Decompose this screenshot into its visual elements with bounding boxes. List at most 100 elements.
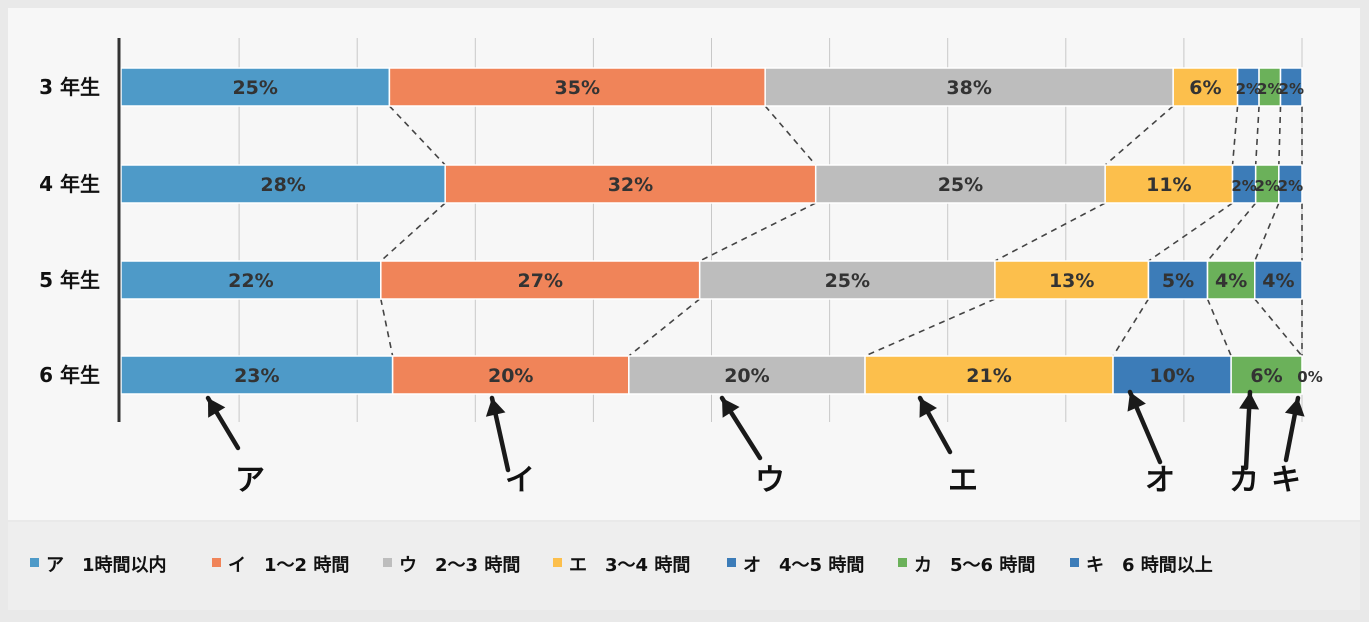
data-label: 2% [1278,177,1303,195]
category-labels: 3 年生 4 年生 5 年生 6 年生 [39,75,100,387]
data-label: 20% [488,365,533,387]
bar-segment [1206,260,1256,300]
data-label: 2% [1257,80,1282,98]
bar-segment [1254,260,1303,300]
legend-label: オ 4～5 時間 [743,555,864,576]
legend-label: エ 3～4 時間 [569,555,690,576]
data-label: 25% [232,77,277,99]
callout-arrow-head [1284,398,1305,417]
connector-line [994,202,1106,262]
bar-segment [764,67,1174,107]
data-label: 25% [825,270,870,292]
connector-line [1254,298,1303,357]
data-labels: 25% 35% 38% 6% 2%2%2%28% 32% 25% 11% 2%2%2%22% 27… [228,77,1323,387]
legend-swatch [727,558,736,567]
category-label: 6 年生 [39,363,100,387]
legend-swatch [1070,558,1079,567]
legend-background [8,522,1360,610]
connector-line [1112,298,1150,357]
connector-line [764,105,817,166]
callout-label: ア [235,463,265,498]
data-label: 4% [1262,270,1294,292]
connector-line [1104,105,1174,166]
data-label: 2% [1279,80,1304,98]
bar-segment [1278,164,1303,204]
bar-segment [388,67,766,107]
bar-segment [628,355,866,395]
data-label: 21% [966,365,1011,387]
data-label: 2% [1236,80,1261,98]
data-label: 0% [1297,368,1322,386]
callout-label: オ [1145,463,1175,498]
category-label: 4 年生 [39,172,100,196]
bar-segment [1230,355,1303,395]
callout-label: カ [1229,463,1259,498]
connector-line [380,202,446,262]
connector-line [380,298,394,357]
callout-arrow-head [208,398,226,418]
data-label: 13% [1049,270,1094,292]
callout-arrow-head [722,398,740,418]
legend-swatch [212,558,221,567]
connector-line [1254,105,1260,166]
connector-line [1278,105,1282,166]
bar-segment [864,355,1114,395]
legend-swatch [898,558,907,567]
bar-segment [698,260,996,300]
bar-segment [994,260,1150,300]
bar-segment [1104,164,1234,204]
legend-label: キ 6 時間以上 [1086,555,1213,576]
bar-segment [1172,67,1239,107]
bar-segment [1147,260,1209,300]
data-label: 25% [938,174,983,196]
callout-arrow-head [1127,392,1146,412]
legend-label: イ 1～2 時間 [228,555,349,576]
bar-segment [120,260,382,300]
bar-segment [380,260,701,300]
callout-label: キ [1271,463,1301,498]
bars [120,67,1303,395]
legend: ア 1時間以内 イ 1～2 時間 ウ 2～3 時間 エ 3～4 時間 オ 4～5 時間 カ… [30,554,1213,576]
data-label: 10% [1149,365,1194,387]
bar-segment [391,355,630,395]
callout-label: ウ [755,463,785,498]
connector-line [388,105,446,166]
bar-segment [814,164,1106,204]
connector-line [1206,202,1257,262]
callout-arrow-head [485,398,506,417]
callout-arrow-head [1239,392,1260,410]
data-label: 4% [1215,270,1247,292]
legend-label: カ 5～6 時間 [914,555,1035,576]
data-label: 32% [608,174,653,196]
callout-label: エ [948,463,978,498]
bar-segment [1279,67,1303,107]
data-label: 38% [946,77,991,99]
legend-swatch [553,558,562,567]
data-label: 2% [1231,177,1256,195]
legend-label: ウ 2～3 時間 [399,555,520,576]
legend-swatch [30,558,39,567]
callout-label: イ [505,463,535,498]
legend-swatch [383,558,392,567]
callout-arrow-head [919,398,937,418]
callout-arrows: ア イ ウ エ オ カキ [205,389,1305,498]
data-label: 6% [1189,77,1221,99]
data-label: 6% [1250,365,1282,387]
data-label: 27% [518,270,563,292]
legend-label: ア 1時間以内 [46,554,167,576]
data-label: 2% [1255,177,1280,195]
data-label: 11% [1146,174,1191,196]
bar-segment [444,164,817,204]
data-label: 28% [260,174,305,196]
bar-segment [120,67,391,107]
connector-line [628,298,701,357]
data-label: 35% [555,77,600,99]
connector-line [864,298,996,357]
data-label: 23% [234,365,279,387]
data-label: 5% [1162,270,1194,292]
category-label: 5 年生 [39,268,100,292]
category-label: 3 年生 [39,75,100,99]
data-label: 22% [228,270,273,292]
